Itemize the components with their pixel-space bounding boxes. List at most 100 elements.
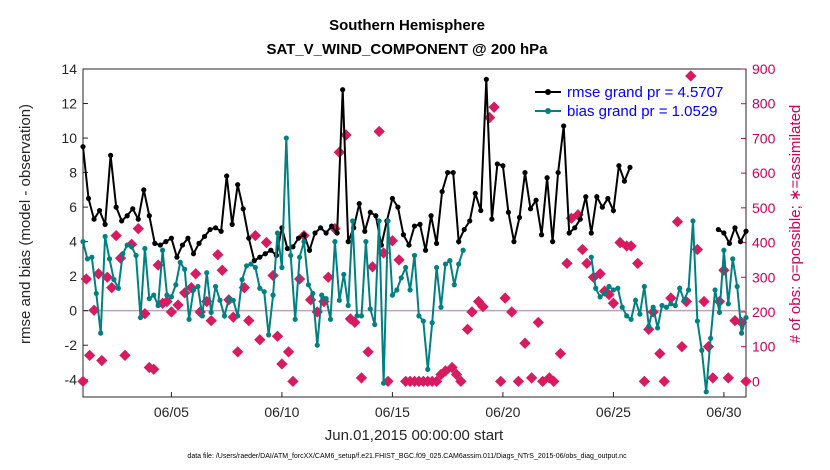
bias-point xyxy=(124,242,130,248)
bias-point xyxy=(327,316,334,322)
rmse-point xyxy=(312,230,318,236)
rmse-point xyxy=(367,209,373,215)
bias-point xyxy=(663,304,670,310)
y-right-tick-label: 300 xyxy=(752,269,776,285)
bias-point xyxy=(270,292,276,298)
rmse-point xyxy=(428,213,434,219)
bias-point xyxy=(354,313,360,319)
bias-point xyxy=(411,252,418,259)
rmse-point xyxy=(411,223,418,229)
bias-point xyxy=(438,304,444,310)
bias-point xyxy=(416,313,422,319)
bias-point xyxy=(398,275,404,281)
rmse-point xyxy=(456,239,462,245)
rmse-point xyxy=(201,233,208,240)
rmse-point xyxy=(146,213,152,219)
bias-point xyxy=(681,297,687,303)
rmse-point xyxy=(91,216,97,222)
bias-point xyxy=(115,285,121,291)
rmse-point xyxy=(108,152,114,158)
y-right-tick-label: 700 xyxy=(752,130,776,146)
bias-point xyxy=(619,304,625,310)
x-axis-label: Jun.01,2015 00:00:00 start xyxy=(325,427,504,444)
bias-point xyxy=(292,316,298,322)
rmse-point xyxy=(627,164,633,170)
bias-point xyxy=(199,313,205,319)
y-tick-label: -4 xyxy=(65,372,78,388)
bias-point xyxy=(743,314,749,321)
rmse-point xyxy=(594,194,600,200)
rmse-point xyxy=(268,247,274,253)
legend-swatch-marker xyxy=(545,108,551,114)
rmse-point xyxy=(461,226,467,233)
y-tick-label: 2 xyxy=(69,268,77,284)
bias-point xyxy=(168,294,174,300)
rmse-point xyxy=(500,163,506,169)
bias-point xyxy=(407,287,413,293)
rmse-point xyxy=(389,195,395,202)
rmse-point xyxy=(119,218,125,224)
bias-point xyxy=(363,239,369,245)
bias-point xyxy=(221,313,228,319)
bias-point xyxy=(659,302,665,309)
bias-point xyxy=(129,244,135,250)
bias-point xyxy=(394,287,400,293)
bias-point xyxy=(319,292,325,298)
bias-point xyxy=(350,218,356,224)
bias-point xyxy=(345,302,351,309)
rmse-point xyxy=(96,207,103,214)
bias-point xyxy=(98,330,104,336)
rmse-point xyxy=(306,247,313,253)
rmse-point xyxy=(207,226,213,233)
bias-point xyxy=(442,261,449,267)
x-tick-label: 06/20 xyxy=(485,404,520,420)
rmse-point xyxy=(533,197,539,203)
bias-point xyxy=(725,301,731,307)
bias-point xyxy=(106,256,113,262)
bias-point xyxy=(93,290,99,297)
bias-point xyxy=(699,347,705,353)
bias-point xyxy=(323,296,329,302)
bias-point xyxy=(159,247,166,253)
bias-point xyxy=(235,313,241,319)
bias-point xyxy=(182,266,188,272)
chart-subtitle: SAT_V_WIND_COMPONENT @ 200 hPa xyxy=(266,41,548,58)
rmse-point xyxy=(124,213,130,219)
rmse-point xyxy=(152,240,158,246)
legend-entry: bias grand pr = 1.0529 xyxy=(567,103,718,120)
bias-point xyxy=(610,287,617,293)
rmse-point xyxy=(505,209,512,215)
y-right-tick-label: 600 xyxy=(752,165,776,181)
rmse-point xyxy=(340,87,346,93)
bias-point xyxy=(668,301,674,307)
bias-point xyxy=(213,283,219,290)
rmse-point xyxy=(373,213,379,219)
bias-point xyxy=(274,230,281,236)
rmse-point xyxy=(610,207,617,214)
rmse-point xyxy=(566,230,572,236)
rmse-point xyxy=(141,187,147,193)
rmse-point xyxy=(406,242,412,248)
bias-point xyxy=(628,316,634,322)
bias-point xyxy=(301,239,307,245)
rmse-point xyxy=(561,123,567,129)
x-tick-label: 06/25 xyxy=(596,404,631,420)
bias-point xyxy=(217,297,223,303)
rmse-point xyxy=(190,251,197,257)
rmse-point xyxy=(450,169,456,176)
bias-point xyxy=(685,287,692,293)
rmse-point xyxy=(168,235,174,241)
rmse-point xyxy=(229,221,235,227)
bias-point xyxy=(606,283,612,290)
rmse-point xyxy=(356,201,362,207)
bias-point xyxy=(120,251,126,257)
bias-point xyxy=(288,252,294,259)
rmse-point xyxy=(743,228,749,234)
bias-point xyxy=(385,218,391,224)
bias-point xyxy=(155,302,161,309)
rmse-point xyxy=(157,242,163,248)
bias-point xyxy=(314,342,320,348)
bias-point xyxy=(133,252,139,259)
bias-point xyxy=(597,294,603,300)
